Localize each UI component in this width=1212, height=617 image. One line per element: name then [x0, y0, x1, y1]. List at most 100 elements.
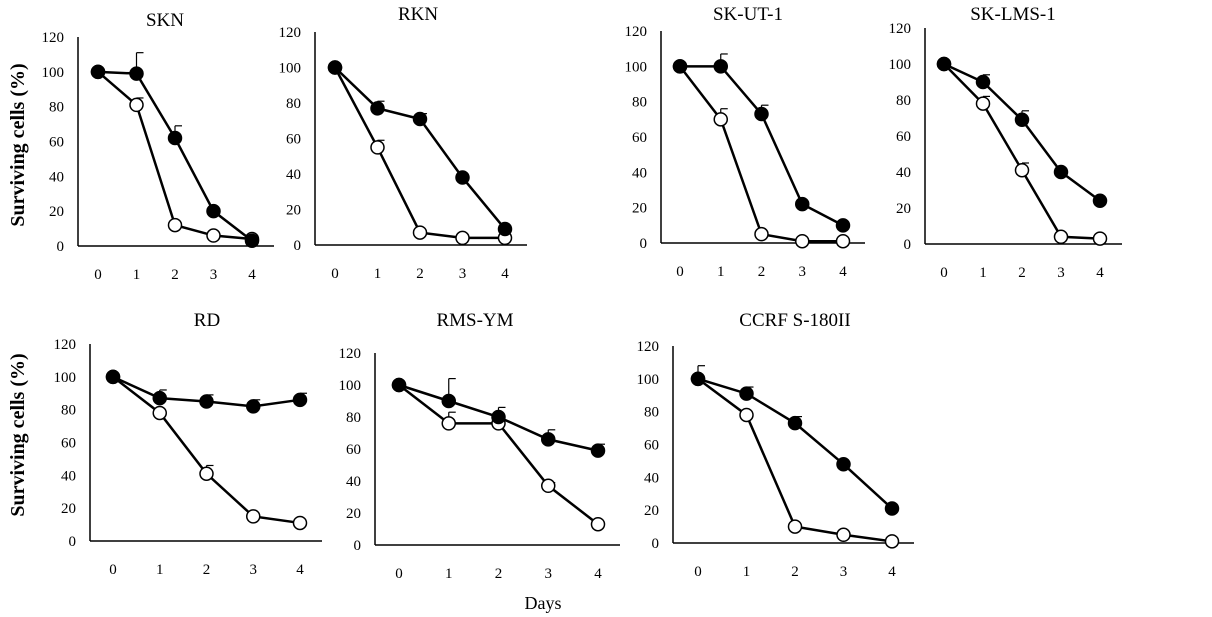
data-point-open — [292, 515, 308, 531]
y-tick-label: 0 — [904, 237, 912, 253]
y-tick-label: 80 — [346, 410, 361, 426]
x-tick-label: 1 — [445, 566, 453, 582]
y-tick-label: 20 — [346, 506, 361, 522]
y-tick-label: 100 — [54, 370, 77, 386]
data-point-open — [206, 228, 221, 243]
x-tick-label: 1 — [374, 266, 382, 282]
y-tick-label: 60 — [896, 129, 911, 145]
data-point-filled — [1092, 193, 1108, 209]
x-tick-label: 3 — [840, 564, 848, 580]
series-line-open — [679, 65, 843, 243]
y-tick-label: 40 — [61, 468, 76, 484]
panel-title: SK-UT-1 — [713, 4, 783, 25]
x-tick-label: 4 — [594, 566, 602, 582]
x-tick-label: 4 — [248, 267, 256, 283]
data-point-filled — [370, 101, 385, 116]
data-point-open — [246, 509, 261, 524]
y-tick-label: 80 — [61, 403, 76, 419]
data-point-filled — [152, 390, 167, 406]
data-point-open — [739, 407, 754, 423]
x-tick-label: 0 — [395, 566, 403, 582]
y-tick-label: 100 — [889, 57, 912, 73]
x-tick-label: 2 — [791, 564, 799, 580]
series-line-open — [398, 384, 599, 526]
y-tick-label: 20 — [49, 204, 64, 220]
y-tick-label: 40 — [644, 470, 659, 486]
y-tick-label: 20 — [61, 501, 76, 517]
y-tick-label: 80 — [49, 100, 64, 116]
x-tick-label: 3 — [250, 562, 258, 578]
data-point-filled — [739, 386, 754, 401]
data-point-open — [167, 217, 183, 233]
y-axis-label-row1: Surviving cells (%) — [7, 63, 29, 226]
data-point-open — [713, 112, 728, 127]
x-tick-label: 4 — [839, 264, 847, 280]
panel-title: CCRF S-180II — [739, 310, 850, 331]
data-point-open — [590, 516, 606, 532]
data-point-filled — [455, 170, 470, 185]
data-point-filled — [590, 443, 606, 458]
data-point-filled — [412, 111, 428, 127]
data-point-open — [975, 96, 991, 111]
x-tick-label: 1 — [717, 264, 725, 280]
y-tick-label: 80 — [644, 405, 659, 421]
y-tick-label: 40 — [346, 474, 361, 490]
x-tick-label: 3 — [799, 264, 807, 280]
x-tick-label: 3 — [1057, 265, 1065, 281]
data-point-filled — [1053, 164, 1069, 180]
x-tick-label: 2 — [416, 266, 424, 282]
panel-sk-lms-1: SK-LMS-1 0 20 40 60 80 100 120 0 1 2 3 4 — [889, 4, 1122, 281]
y-tick-label: 60 — [632, 130, 647, 146]
data-point-open — [1092, 231, 1108, 246]
data-point-filled — [246, 399, 261, 414]
panel-skn: SKN 0 20 40 60 80 100 120 0 1 2 3 4 — [42, 10, 274, 283]
panel-title: RKN — [398, 4, 438, 25]
y-tick-label: 120 — [279, 25, 302, 41]
y-tick-label: 120 — [637, 339, 660, 355]
data-point-filled — [754, 106, 769, 122]
y-tick-label: 40 — [286, 167, 301, 183]
y-tick-label: 0 — [294, 238, 302, 254]
y-tick-label: 60 — [644, 438, 659, 454]
series-line-filled — [680, 65, 844, 227]
x-tick-label: 4 — [888, 564, 896, 580]
y-axis-label-row2: Surviving cells (%) — [7, 353, 29, 516]
x-tick-label: 3 — [459, 266, 467, 282]
data-point-open — [754, 226, 769, 242]
y-tick-label: 100 — [637, 372, 660, 388]
data-point-filled — [391, 377, 407, 393]
data-point-open — [541, 478, 556, 494]
x-tick-label: 0 — [94, 267, 102, 283]
data-point-open — [129, 97, 144, 113]
x-tick-label: 1 — [156, 562, 164, 578]
x-tick-label: 4 — [296, 562, 304, 578]
data-point-filled — [129, 66, 144, 81]
y-tick-label: 0 — [57, 239, 65, 255]
data-point-open — [1014, 162, 1030, 178]
y-tick-label: 60 — [346, 442, 361, 458]
panel-title: RD — [194, 310, 220, 331]
data-point-filled — [795, 196, 810, 212]
x-tick-label: 2 — [758, 264, 766, 280]
y-tick-label: 100 — [279, 61, 302, 77]
data-point-filled — [835, 218, 851, 233]
x-tick-label: 0 — [109, 562, 117, 578]
data-point-open — [787, 519, 803, 534]
panel-title: SK-LMS-1 — [970, 4, 1056, 25]
panel-title: RMS-YM — [436, 310, 513, 331]
data-point-filled — [292, 392, 308, 408]
x-tick-label: 4 — [501, 266, 509, 282]
x-tick-label: 0 — [331, 266, 339, 282]
x-tick-label: 0 — [676, 264, 684, 280]
y-tick-label: 20 — [632, 201, 647, 217]
panel-sk-ut-1: SK-UT-1 0 20 40 60 80 100 120 0 1 2 3 4 — [625, 4, 865, 280]
x-tick-label: 0 — [940, 265, 948, 281]
y-tick-label: 0 — [69, 534, 77, 550]
y-tick-label: 100 — [625, 59, 648, 75]
y-tick-label: 20 — [286, 203, 301, 219]
data-point-filled — [936, 56, 952, 72]
y-tick-label: 40 — [49, 169, 64, 185]
data-point-filled — [206, 203, 221, 219]
data-point-filled — [105, 369, 121, 385]
